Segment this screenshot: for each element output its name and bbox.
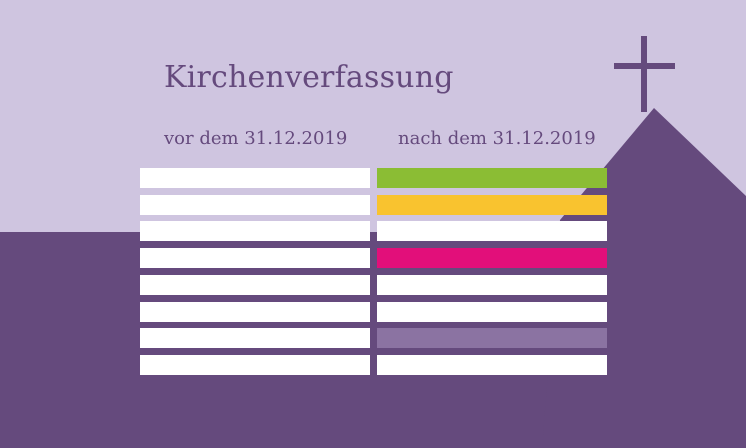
column-header-before: vor dem 31.12.2019	[164, 128, 348, 149]
bar-after-5	[377, 274, 607, 295]
column-header-after: nach dem 31.12.2019	[398, 128, 596, 149]
bar-after-2	[377, 194, 607, 215]
bar-before-5	[140, 274, 370, 295]
bar-after-3	[377, 221, 607, 242]
bar-after-8	[377, 354, 607, 375]
bar-after-6	[377, 301, 607, 322]
bar-before-7	[140, 328, 370, 349]
bar-before-4	[140, 248, 370, 269]
page-title: Kirchenverfassung	[164, 60, 454, 95]
bar-after-4	[377, 248, 607, 269]
bar-before-1	[140, 168, 370, 188]
cross-icon	[614, 36, 675, 112]
bar-before-2	[140, 194, 370, 215]
bar-before-6	[140, 301, 370, 322]
bar-before-8	[140, 354, 370, 375]
bar-before-3	[140, 221, 370, 242]
bar-after-1	[377, 168, 607, 188]
bar-after-7	[377, 328, 607, 349]
